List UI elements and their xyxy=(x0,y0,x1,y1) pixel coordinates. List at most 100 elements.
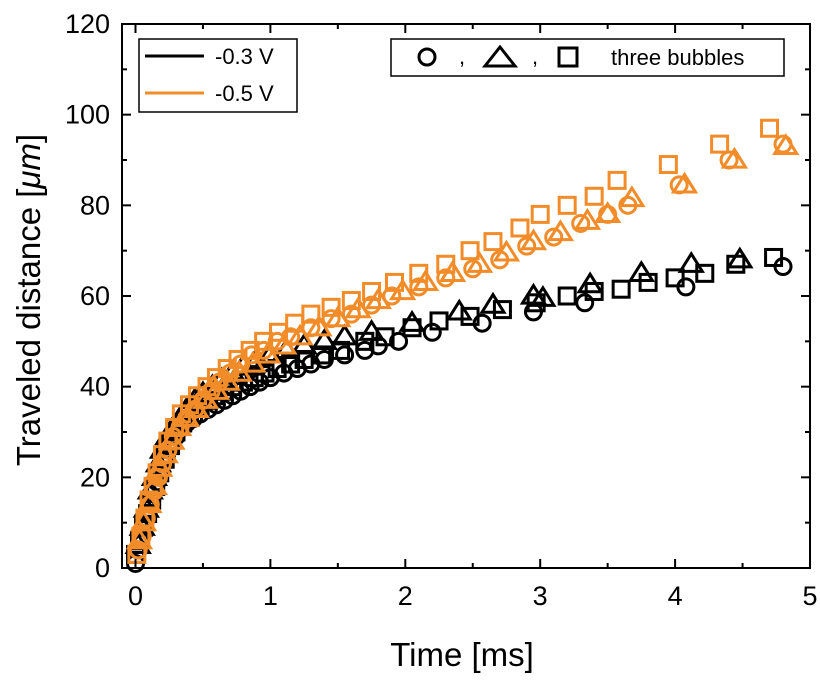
legend-triangle-marker xyxy=(481,44,519,68)
data-point-square-05 xyxy=(510,218,530,238)
data-point-square-05 xyxy=(135,508,155,528)
data-point-circle-05 xyxy=(436,268,456,288)
y-tick-label: 20 xyxy=(80,462,110,492)
data-point-square-05 xyxy=(607,170,627,190)
legend-markers-text: three bubbles xyxy=(611,45,744,70)
data-point-square-03 xyxy=(375,327,395,347)
data-point-square-03 xyxy=(281,354,301,374)
data-point-square-05 xyxy=(483,232,503,252)
data-point-square-03 xyxy=(460,306,480,326)
data-point-circle-03 xyxy=(335,345,355,365)
x-tick-label: 3 xyxy=(533,581,548,611)
data-point-square-05 xyxy=(436,254,456,274)
axes-layer: 0 1 2 3 4 5 0 20 40 60 80 100 120 xyxy=(65,9,818,611)
x-tick-label: 5 xyxy=(802,581,817,611)
y-tick-label: 0 xyxy=(95,553,110,583)
legend-label-minus03: -0.3 V xyxy=(215,44,274,69)
data-point-triangle-03 xyxy=(398,309,426,332)
data-point-square-05 xyxy=(710,134,730,154)
data-point-square-05 xyxy=(584,186,604,206)
data-point-square-05 xyxy=(131,526,151,546)
y-tick-label: 120 xyxy=(65,9,110,39)
data-point-circle-05 xyxy=(517,236,537,256)
data-point-square-05 xyxy=(362,281,382,301)
x-tick-label: 0 xyxy=(128,581,143,611)
data-point-square-03 xyxy=(402,318,422,338)
data-point-circle-05 xyxy=(341,304,361,324)
data-point-triangle-03 xyxy=(310,328,339,350)
data-point-square-05 xyxy=(409,263,429,283)
data-point-square-03 xyxy=(611,279,631,299)
data-point-square-05 xyxy=(557,195,577,215)
data-point-triangle-05 xyxy=(593,201,622,224)
data-point-square-03 xyxy=(695,263,715,283)
data-point-square-03 xyxy=(244,368,264,388)
data-point-circle-05 xyxy=(544,227,564,247)
data-point-square-05 xyxy=(658,155,678,175)
data-point-square-03 xyxy=(557,286,577,306)
y-axis-title-unit: μm xyxy=(10,143,47,190)
data-point-triangle-05 xyxy=(465,250,494,273)
legend-label-minus05: -0.5 V xyxy=(215,81,274,106)
y-axis-title: Traveled distance [μm] xyxy=(10,134,47,466)
data-point-square-05 xyxy=(143,476,163,496)
data-point-square-03 xyxy=(726,254,746,274)
y-axis-title-main: Traveled distance [ xyxy=(10,189,47,467)
data-point-square-03 xyxy=(492,300,512,320)
x-tick-label: 2 xyxy=(398,581,413,611)
data-point-triangle-05 xyxy=(286,323,314,346)
y-tick-label: 100 xyxy=(65,100,110,130)
data-point-triangle-05 xyxy=(305,314,333,337)
data-point-triangle-05 xyxy=(772,133,800,156)
data-point-triangle-03 xyxy=(445,298,473,321)
data-point-square-03 xyxy=(331,340,351,360)
data-point-square-05 xyxy=(760,118,780,138)
data-point-square-05 xyxy=(385,272,405,292)
legend-markers: , , three bubbles xyxy=(390,38,785,77)
legend-lines-frame xyxy=(138,38,298,113)
data-point-square-03 xyxy=(355,331,375,351)
data-point-square-03 xyxy=(584,281,604,301)
data-point-triangle-05 xyxy=(546,219,575,242)
x-tick-label: 4 xyxy=(668,581,683,611)
data-point-square-03 xyxy=(429,311,449,331)
data-point-square-05 xyxy=(321,297,341,317)
data-point-triangle-05 xyxy=(492,239,521,262)
data-point-triangle-05 xyxy=(618,185,646,208)
data-point-circle-05 xyxy=(409,277,429,297)
data-point-square-03 xyxy=(255,363,275,383)
legend-separator-1: , xyxy=(459,44,465,69)
data-point-square-05 xyxy=(152,445,172,465)
data-point-square-05 xyxy=(460,241,480,261)
y-tick-label: 60 xyxy=(80,281,110,311)
data-point-square-05 xyxy=(127,544,147,564)
data-point-square-05 xyxy=(530,204,550,224)
data-point-circle-05 xyxy=(463,259,483,279)
data-point-square-03 xyxy=(665,268,685,288)
legend-separator-2: , xyxy=(532,44,538,69)
x-axis-title: Time [ms] xyxy=(390,636,534,673)
data-point-triangle-05 xyxy=(720,146,749,169)
data-point-square-05 xyxy=(139,490,159,510)
legend-square-marker xyxy=(557,46,579,68)
legend-lines: -0.3 V -0.5 V xyxy=(138,38,298,113)
markers-layer xyxy=(124,118,800,573)
y-axis-title-close: ] xyxy=(10,134,47,143)
x-tick-label: 1 xyxy=(263,581,278,611)
data-point-triangle-05 xyxy=(519,228,548,251)
y-tick-label: 40 xyxy=(80,372,110,402)
data-point-circle-05 xyxy=(362,295,382,315)
data-point-square-03 xyxy=(764,247,784,267)
data-point-square-03 xyxy=(294,349,314,369)
data-point-circle-05 xyxy=(382,286,402,306)
data-point-square-03 xyxy=(312,345,332,365)
data-point-square-05 xyxy=(341,291,361,311)
data-point-triangle-05 xyxy=(324,305,352,328)
data-point-triangle-05 xyxy=(573,207,602,230)
data-point-square-05 xyxy=(301,304,321,324)
data-point-circle-03 xyxy=(389,331,409,351)
data-point-square-03 xyxy=(638,272,658,292)
legend-circle-marker xyxy=(417,47,437,67)
